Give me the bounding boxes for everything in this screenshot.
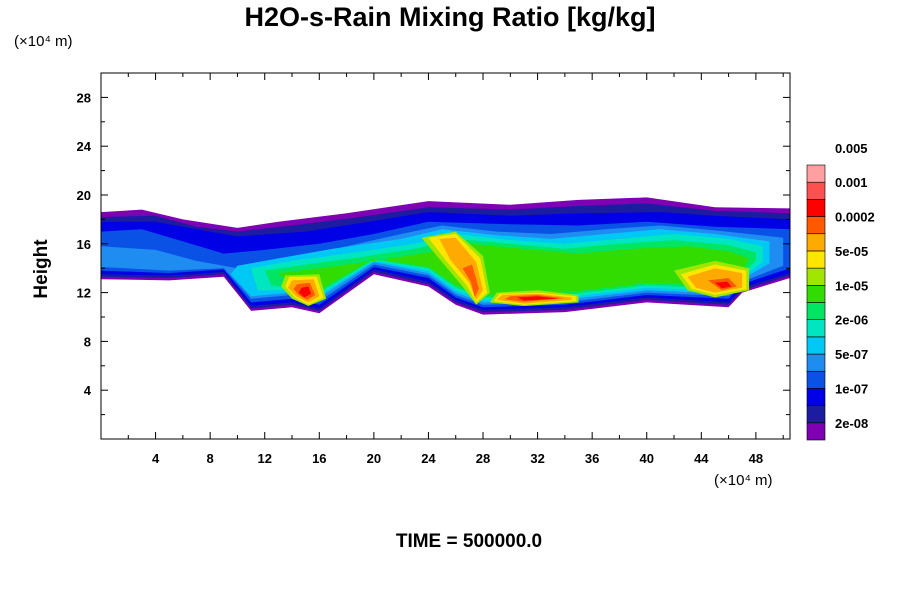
colorbar-label: 0.005 (835, 141, 868, 156)
x-tick-label: 44 (694, 451, 709, 466)
contour-region-level-13 (517, 296, 559, 301)
colorbar-swatch (806, 233, 826, 252)
x-axis-unit: (×10⁴ m) (714, 472, 773, 489)
colorbar-swatch (806, 405, 826, 424)
x-tick-label: 48 (749, 451, 763, 466)
x-tick-label: 36 (585, 451, 599, 466)
colorbar-swatch (806, 370, 826, 389)
colorbar-label: 0.001 (835, 175, 868, 190)
colorbar-swatch (806, 388, 826, 406)
y-tick-label: 28 (77, 90, 91, 105)
colorbar-swatch (806, 353, 826, 372)
colorbar-swatch (806, 285, 826, 303)
contour-region-level-13 (298, 286, 312, 298)
colorbar-label: 5e-07 (835, 347, 868, 362)
y-tick-label: 24 (77, 139, 92, 154)
colorbar-swatch (806, 302, 826, 320)
colorbar-label: 5e-05 (835, 244, 868, 259)
colorbar-swatch (806, 336, 826, 355)
plot-frame (100, 72, 791, 440)
colorbar-swatch (806, 422, 826, 441)
x-axis-ticks: 4 8 12 16 20 24 28 32 36 40 44 48 (127, 73, 784, 466)
contour-region-level-13 (715, 281, 732, 289)
colorbar-swatch (806, 181, 826, 200)
x-tick-label: 28 (476, 451, 490, 466)
y-tick-label: 20 (77, 188, 91, 203)
y-axis-ticks: 4 8 12 16 20 24 28 (77, 72, 790, 416)
y-tick-label: 8 (84, 334, 91, 349)
x-tick-label: 16 (312, 451, 326, 466)
time-footer: TIME = 500000.0 (395, 531, 543, 552)
colorbar-swatch (806, 267, 826, 286)
colorbar-label: 2e-08 (835, 416, 868, 431)
x-tick-label: 32 (530, 451, 544, 466)
colorbar-swatch (806, 199, 826, 217)
contour-region-level-12 (462, 264, 479, 298)
colorbar: 2e-08 1e-07 5e-07 2e-06 1e-05 5e-05 0.0002 0.00… (806, 141, 875, 441)
colorbar-label: 0.0002 (835, 210, 875, 225)
y-tick-label: 12 (77, 286, 91, 301)
colorbar-label: 2e-06 (835, 313, 868, 328)
x-tick-label: 8 (207, 451, 214, 466)
x-tick-label: 40 (640, 451, 654, 466)
colorbar-label: 1e-07 (835, 381, 868, 396)
y-tick-label: 16 (77, 237, 91, 252)
colorbar-swatch (806, 319, 826, 338)
chart-title: H2O-s-Rain Mixing Ratio [kg/kg] (244, 2, 656, 32)
x-tick-label: 20 (367, 451, 381, 466)
colorbar-label: 1e-05 (835, 278, 868, 293)
colorbar-swatch (806, 164, 826, 183)
colorbar-swatch (806, 216, 826, 235)
contour-fills (101, 197, 790, 315)
x-tick-label: 24 (421, 451, 436, 466)
y-axis-unit: (×10⁴ m) (14, 33, 73, 50)
colorbar-swatch (806, 250, 826, 269)
y-tick-label: 4 (84, 383, 92, 398)
x-tick-label: 12 (257, 451, 271, 466)
x-tick-label: 4 (152, 451, 160, 466)
contour-region-level-8 (278, 243, 750, 295)
